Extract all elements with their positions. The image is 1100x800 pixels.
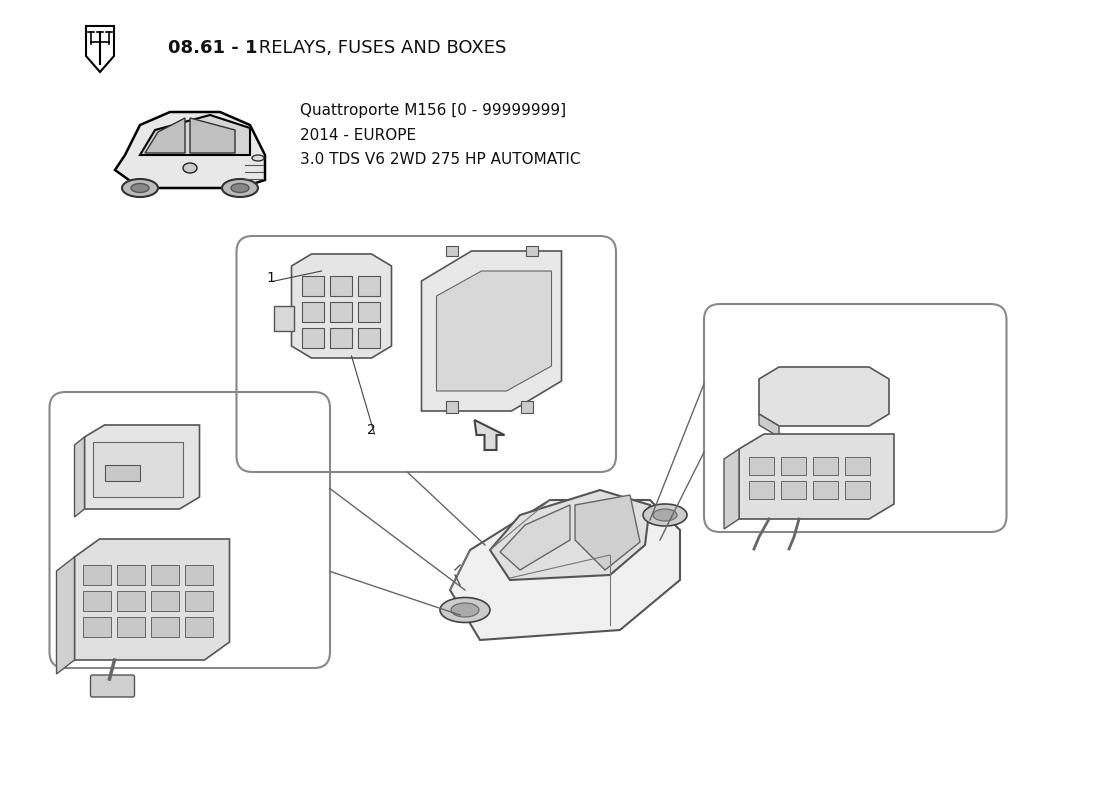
Bar	[749, 457, 774, 475]
Polygon shape	[85, 425, 199, 509]
Text: 2: 2	[366, 423, 375, 437]
Polygon shape	[724, 449, 739, 529]
Bar	[117, 591, 144, 611]
Bar	[526, 246, 538, 256]
Text: 3.0 TDS V6 2WD 275 HP AUTOMATIC: 3.0 TDS V6 2WD 275 HP AUTOMATIC	[300, 153, 581, 167]
Ellipse shape	[440, 598, 490, 622]
Bar	[358, 276, 379, 296]
Polygon shape	[86, 26, 114, 72]
Ellipse shape	[183, 163, 197, 173]
Ellipse shape	[131, 183, 149, 193]
Polygon shape	[490, 490, 650, 580]
Bar	[185, 565, 212, 585]
Ellipse shape	[653, 509, 676, 521]
Polygon shape	[759, 414, 779, 437]
Ellipse shape	[231, 183, 249, 193]
Bar	[82, 565, 110, 585]
Bar	[82, 591, 110, 611]
Bar	[446, 246, 458, 256]
Ellipse shape	[644, 504, 688, 526]
Bar	[151, 591, 178, 611]
Bar	[330, 302, 352, 322]
Text: 2014 - EUROPE: 2014 - EUROPE	[300, 127, 416, 142]
Text: RELAYS, FUSES AND BOXES: RELAYS, FUSES AND BOXES	[253, 39, 506, 57]
Polygon shape	[190, 118, 235, 153]
Text: 1: 1	[266, 271, 275, 285]
Bar	[104, 465, 140, 481]
Bar	[330, 276, 352, 296]
Ellipse shape	[451, 603, 478, 617]
Polygon shape	[116, 112, 265, 188]
Bar	[845, 481, 870, 499]
Bar	[358, 328, 379, 348]
Bar	[151, 565, 178, 585]
Bar	[358, 302, 379, 322]
Polygon shape	[575, 495, 640, 570]
Polygon shape	[75, 539, 230, 660]
Bar	[845, 457, 870, 475]
Bar	[82, 617, 110, 637]
Ellipse shape	[222, 179, 258, 197]
Bar	[301, 276, 323, 296]
Bar	[813, 457, 838, 475]
Bar	[781, 457, 806, 475]
Bar	[301, 302, 323, 322]
Bar	[301, 328, 323, 348]
Polygon shape	[75, 437, 85, 517]
Bar	[749, 481, 774, 499]
Polygon shape	[292, 254, 392, 358]
Text: 08.61 - 1: 08.61 - 1	[168, 39, 257, 57]
Polygon shape	[145, 118, 185, 153]
Bar	[117, 565, 144, 585]
Text: Quattroporte M156 [0 - 99999999]: Quattroporte M156 [0 - 99999999]	[300, 102, 566, 118]
Polygon shape	[421, 251, 561, 411]
Bar	[330, 328, 352, 348]
Bar	[185, 591, 212, 611]
Polygon shape	[759, 367, 889, 426]
Polygon shape	[500, 505, 570, 570]
Bar	[92, 442, 183, 497]
FancyBboxPatch shape	[90, 675, 134, 697]
Bar	[520, 401, 532, 413]
Bar	[274, 306, 294, 331]
Polygon shape	[474, 420, 505, 450]
Bar	[185, 617, 212, 637]
Polygon shape	[450, 500, 680, 640]
Polygon shape	[437, 271, 551, 391]
Polygon shape	[739, 434, 894, 519]
Polygon shape	[140, 115, 250, 155]
Ellipse shape	[122, 179, 158, 197]
Polygon shape	[56, 557, 75, 674]
Ellipse shape	[252, 155, 264, 161]
Bar	[813, 481, 838, 499]
Bar	[781, 481, 806, 499]
Bar	[446, 401, 458, 413]
Bar	[117, 617, 144, 637]
Bar	[151, 617, 178, 637]
